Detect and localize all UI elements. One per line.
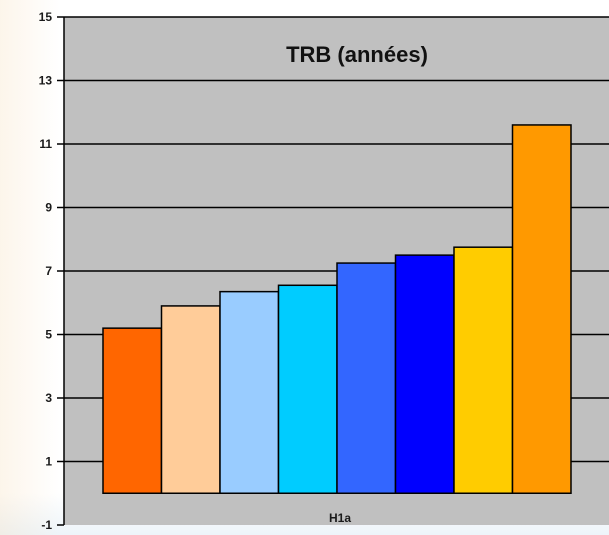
bar xyxy=(453,246,514,494)
y-tick-label: 5 xyxy=(45,328,52,342)
y-tick-label: 15 xyxy=(39,10,53,24)
bar xyxy=(219,290,280,495)
bars xyxy=(102,124,572,495)
bar xyxy=(277,284,338,494)
y-tick-label: 1 xyxy=(45,455,52,469)
bar xyxy=(511,124,572,494)
x-category-label: H1a xyxy=(329,511,351,525)
chart-title: TRB (années) xyxy=(286,42,428,67)
y-tick-label: 3 xyxy=(45,391,52,405)
bar xyxy=(160,305,221,494)
y-tick-label: 11 xyxy=(39,137,52,151)
bar xyxy=(102,327,163,494)
y-tick-label: -1 xyxy=(41,518,52,532)
y-tick-label: 13 xyxy=(39,74,53,88)
y-tick-label: 9 xyxy=(45,201,52,215)
bar xyxy=(336,262,397,494)
bar xyxy=(394,254,455,494)
y-tick-label: 7 xyxy=(45,264,52,278)
